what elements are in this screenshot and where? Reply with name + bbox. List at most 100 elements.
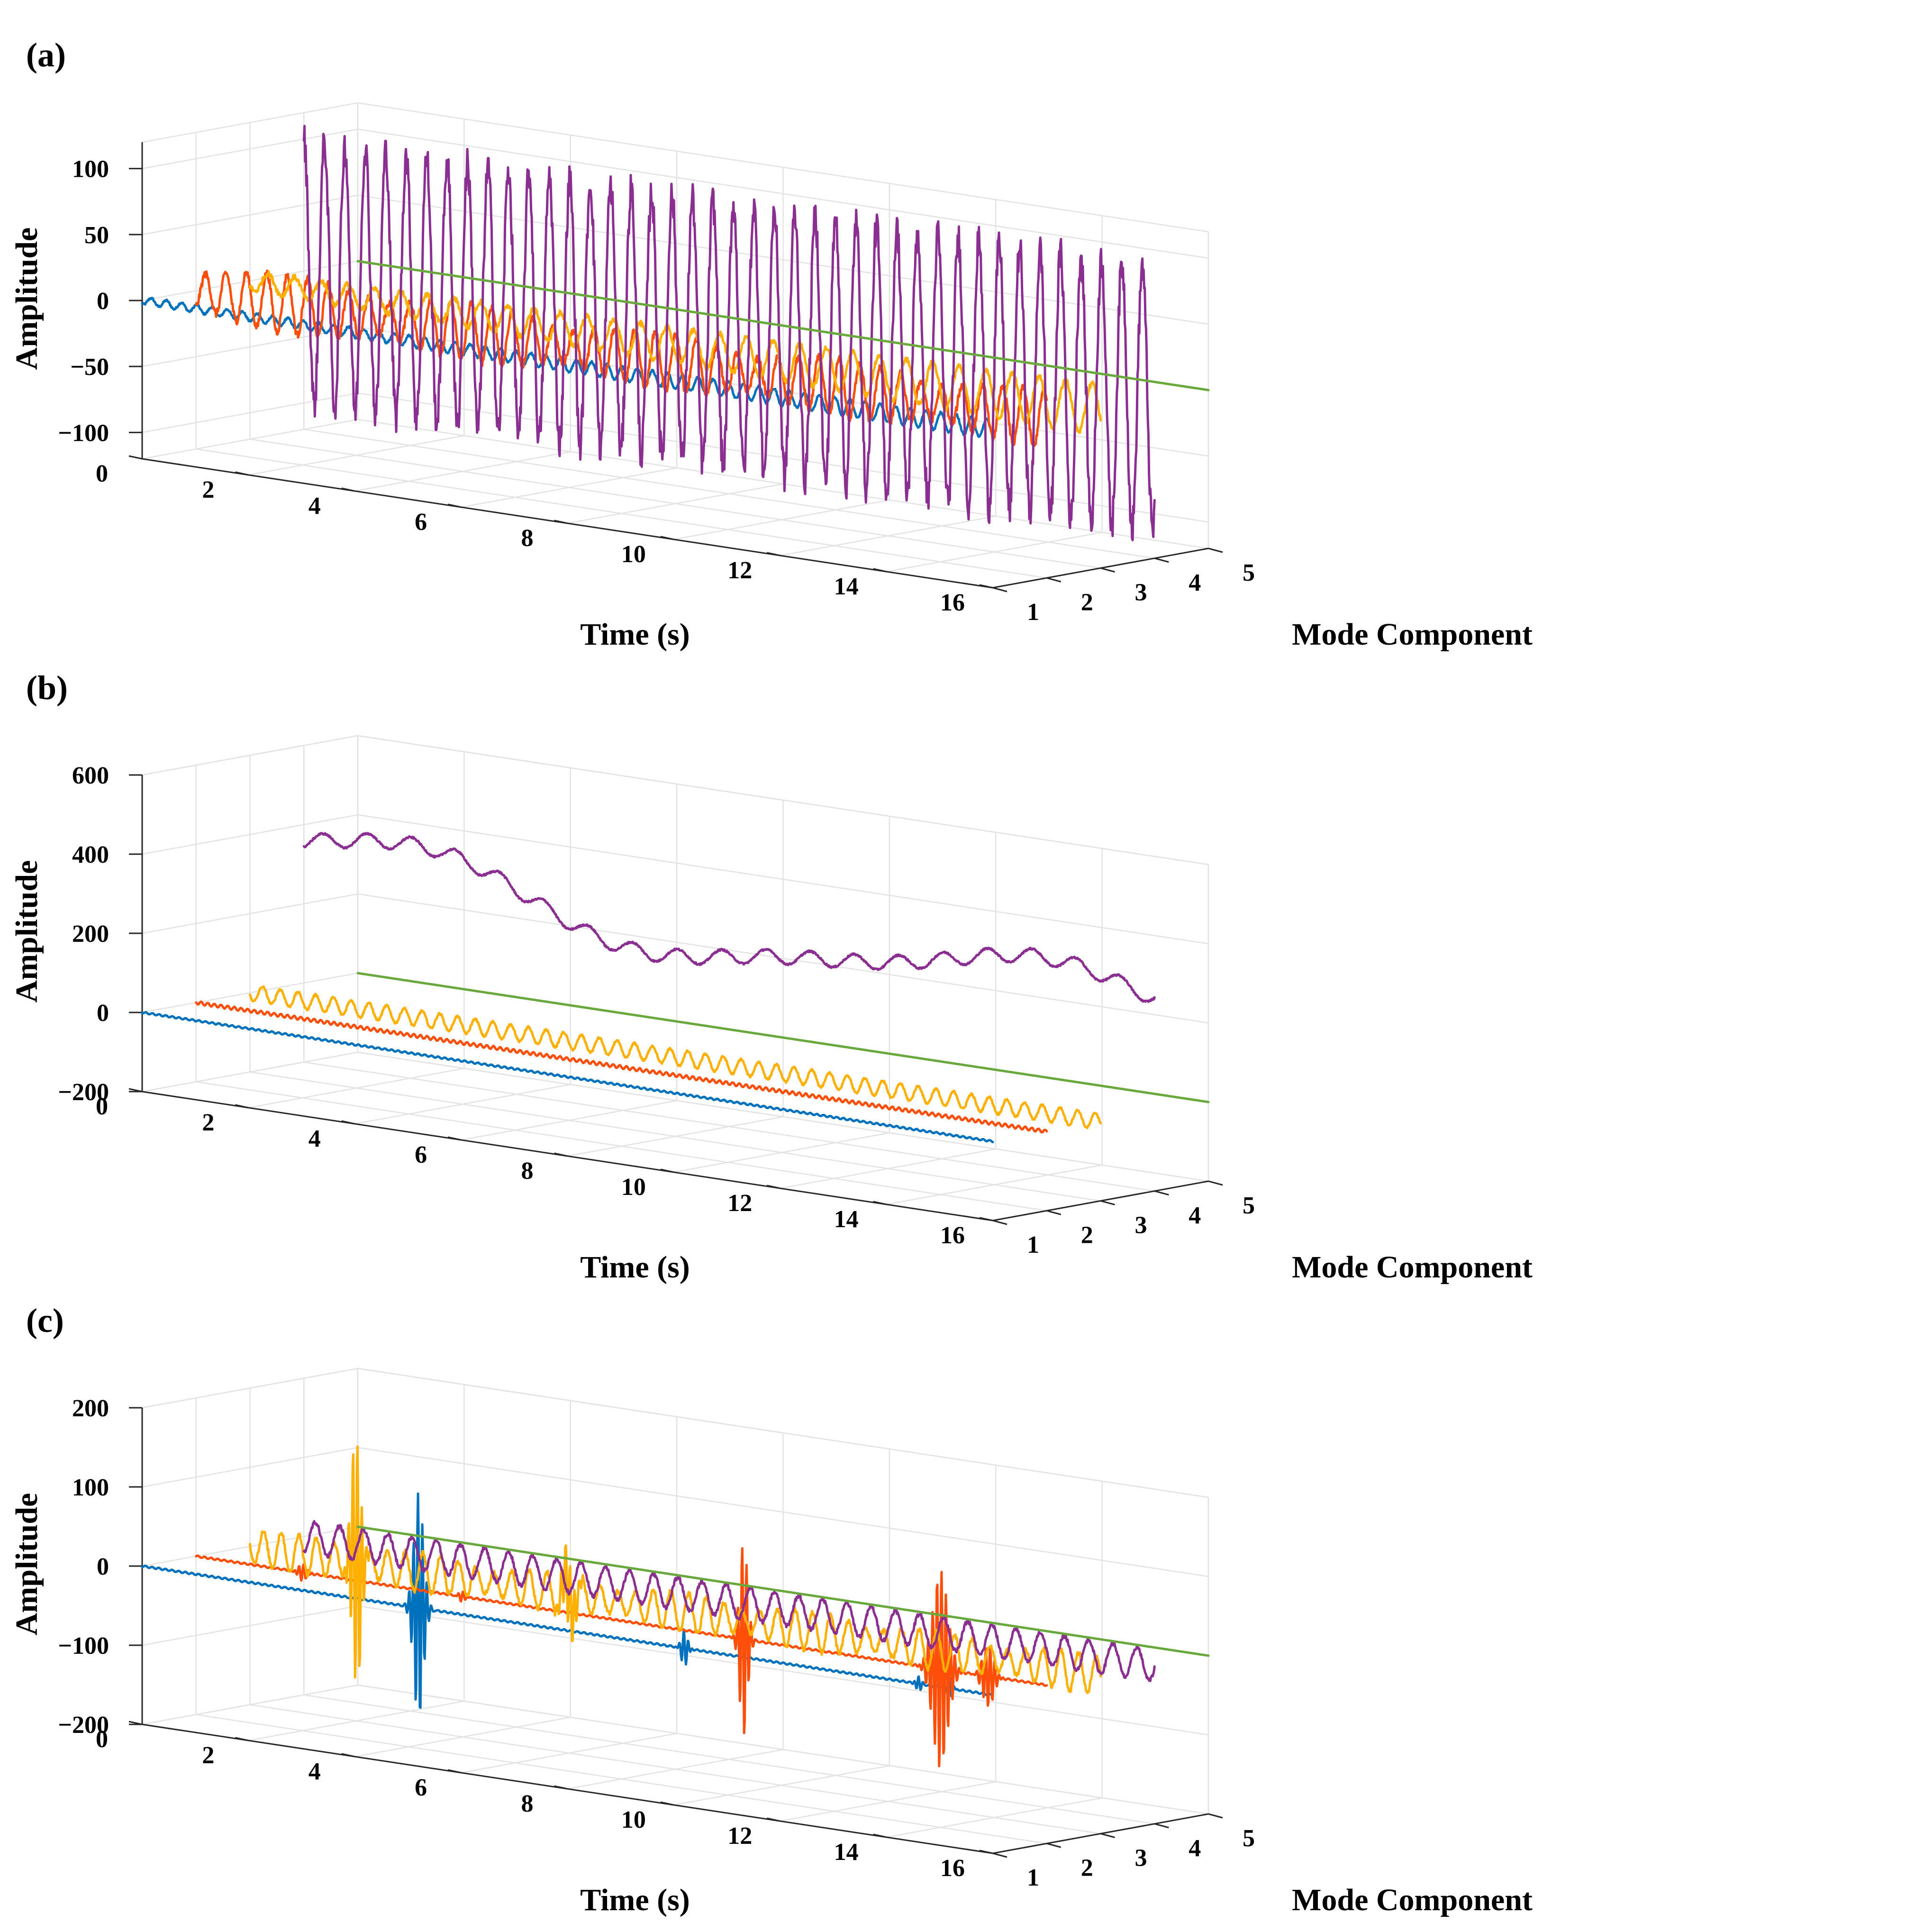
panel-label: (b) (26, 669, 68, 707)
time-tick (128, 455, 143, 460)
series-mode-1-line (141, 1011, 994, 1143)
amplitude-tick-label: 400 (72, 841, 109, 868)
mode-tick-label: 4 (1189, 1202, 1201, 1229)
mode-tick-label: 2 (1081, 1854, 1093, 1881)
amplitude-tick-label: −100 (58, 1632, 109, 1659)
mode-axis-label: Mode Component (1292, 1250, 1533, 1285)
mode-tick-label: 5 (1243, 559, 1255, 586)
time-tick-label: 12 (727, 1823, 752, 1850)
mode-tick-label: 2 (1081, 1221, 1093, 1249)
series-mode-5-line (356, 972, 1210, 1103)
time-tick (979, 1217, 993, 1221)
mode-tick (1154, 1190, 1169, 1196)
mode-tick (1208, 1813, 1223, 1819)
mode-tick (992, 1852, 1007, 1858)
mode-tick (1046, 577, 1062, 583)
time-tick (660, 1168, 674, 1173)
amplitude-tick-label: 0 (97, 288, 109, 315)
series-mode-1-line (141, 1492, 994, 1709)
grid-amp-100 (142, 128, 1209, 259)
time-tick (554, 519, 568, 524)
gridlines (141, 735, 1209, 1221)
time-tick (766, 552, 781, 556)
mode-tick (1154, 557, 1169, 563)
time-tick-label: 6 (415, 1141, 427, 1168)
amplitude-axis-label: Amplitude (9, 228, 44, 370)
amplitude-axis-label: Amplitude (9, 860, 44, 1003)
amplitude-tick-label: 200 (72, 920, 109, 948)
time-tick-label: 10 (621, 1806, 646, 1833)
time-tick (447, 1769, 462, 1774)
box-top-edge (142, 1367, 1209, 1498)
series-mode-4-line (302, 125, 1156, 541)
mode-tick-label: 1 (1027, 1231, 1039, 1258)
grid-floor-mode-4 (304, 1694, 1155, 1824)
mode-tick-label: 5 (1243, 1825, 1255, 1852)
time-tick-label: 8 (521, 1790, 534, 1817)
time-tick (554, 1152, 568, 1157)
time-tick-label: 10 (621, 541, 646, 568)
box-top-edge (142, 735, 1209, 866)
grid-amp-50 (142, 194, 1209, 325)
time-tick-label: 6 (415, 509, 427, 536)
mode-axis-label: Mode Component (1292, 1883, 1533, 1917)
time-tick-label: 10 (621, 1174, 646, 1201)
series-mode-4-line (302, 832, 1156, 1003)
grid-amp--200 (142, 1051, 1209, 1182)
grid-amp-200 (142, 893, 1209, 1024)
time-tick-label: 14 (834, 1839, 859, 1866)
series-mode-2-line (195, 1547, 1048, 1768)
mode-tick-label: 2 (1081, 589, 1093, 616)
time-axis-label: Time (s) (580, 1250, 690, 1285)
time-tick-label: 12 (727, 557, 752, 584)
time-tick-label: 8 (521, 1157, 534, 1185)
grid-floor-mode-4 (304, 1061, 1155, 1192)
time-tick-label: 16 (940, 1222, 965, 1249)
mode-tick-label: 1 (1027, 599, 1039, 626)
time-tick-label: 16 (940, 589, 965, 616)
time-tick (660, 1801, 674, 1806)
time-tick-label: 16 (940, 1855, 965, 1882)
mode-tick-label: 3 (1135, 579, 1147, 606)
time-tick-label: 0 (96, 1093, 108, 1120)
panel-label: (c) (26, 1302, 64, 1340)
time-tick-label: 12 (727, 1190, 752, 1217)
amplitude-tick-label: 600 (72, 762, 109, 789)
series-mode-2-line (195, 1000, 1048, 1134)
time-tick (979, 1850, 993, 1854)
mode-tick-label: 3 (1135, 1845, 1147, 1872)
panel-label: (a) (26, 36, 66, 74)
mode-tick-label: 4 (1189, 569, 1201, 596)
time-tick (873, 568, 887, 573)
series-mode-3-line (249, 985, 1102, 1130)
time-tick-label: 4 (309, 1758, 321, 1785)
time-tick (766, 1185, 781, 1189)
time-tick (873, 1833, 887, 1838)
series-group (141, 1445, 1210, 1768)
amplitude-axis-label: Amplitude (9, 1493, 44, 1636)
amplitude-tick-label: −200 (58, 1712, 109, 1739)
time-axis-label: Time (s) (580, 1883, 690, 1917)
grid-floor-mode-2 (196, 448, 1047, 579)
mode-tick (1046, 1842, 1062, 1848)
amplitude-tick-label: −50 (70, 354, 109, 381)
grid-floor-mode-3 (250, 1071, 1101, 1202)
grid-floor-mode-4 (304, 428, 1155, 559)
time-tick (235, 1104, 249, 1109)
amplitude-tick-label: 0 (97, 1000, 109, 1027)
amplitude-tick-label: 100 (72, 156, 109, 183)
time-tick (341, 1120, 355, 1125)
amplitude-tick-label: 100 (72, 1474, 109, 1501)
mode-tick-label: 5 (1243, 1192, 1255, 1219)
time-tick-label: 4 (309, 1125, 321, 1152)
series-mode-3-line (249, 1445, 1102, 1694)
mode-axis-label: Mode Component (1292, 617, 1533, 652)
series-group (141, 125, 1210, 541)
